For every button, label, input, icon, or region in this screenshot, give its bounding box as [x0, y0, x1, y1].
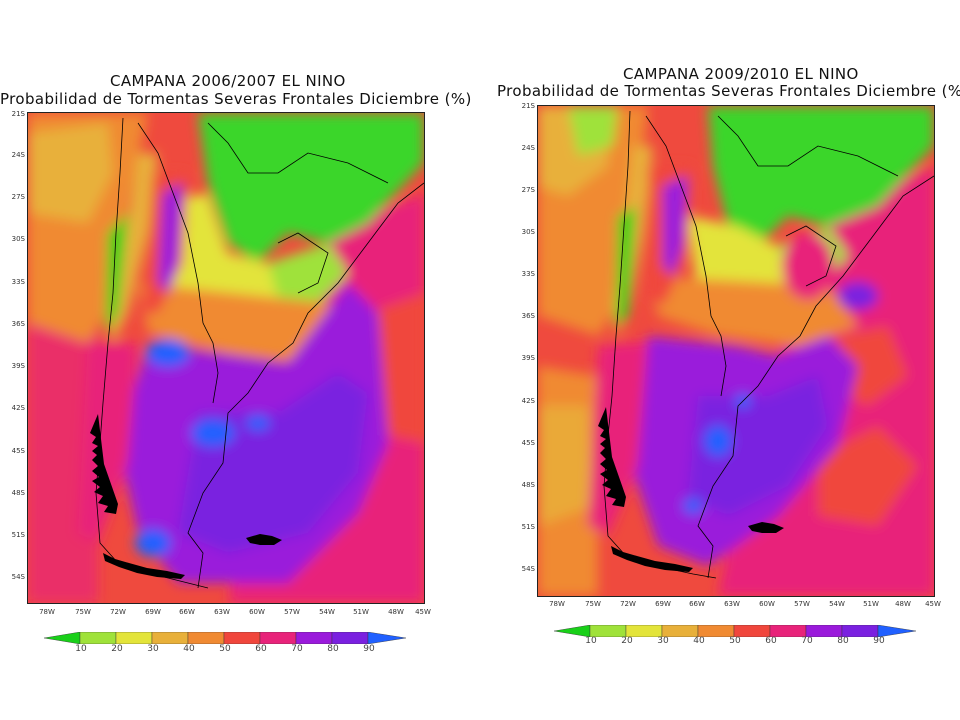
lon-label: 63W — [214, 608, 230, 616]
lon-label: 63W — [724, 600, 740, 608]
lon-label: 45W — [925, 600, 941, 608]
colorbar-label: 70 — [291, 644, 303, 654]
lon-label: 72W — [110, 608, 126, 616]
lat-label: 36S — [521, 312, 535, 320]
lat-label: 21S — [521, 102, 535, 110]
map-panel-left: CAMPANA 2006/2007 EL NINO Probabilidad d… — [0, 72, 472, 654]
colorbar-label: 80 — [327, 644, 339, 654]
lon-label: 75W — [585, 600, 601, 608]
colorbar-label: 10 — [75, 644, 87, 654]
lat-label: 27S — [11, 193, 25, 201]
map-title-line1: CAMPANA 2006/2007 EL NINO — [110, 72, 346, 90]
lon-label: 51W — [353, 608, 369, 616]
lon-label: 57W — [284, 608, 300, 616]
lon-label: 60W — [249, 608, 265, 616]
lat-label: 45S — [521, 439, 535, 447]
colorbar-label: 90 — [363, 644, 375, 654]
colorbar-label: 30 — [147, 644, 159, 654]
lat-label: 48S — [11, 489, 25, 497]
colorbar-label: 40 — [183, 644, 195, 654]
lon-label: 57W — [794, 600, 810, 608]
lon-label: 66W — [179, 608, 195, 616]
colorbar-label: 20 — [111, 644, 123, 654]
lon-label: 75W — [75, 608, 91, 616]
colorbar — [43, 629, 407, 645]
lat-label: 30S — [11, 235, 25, 243]
colorbar-label: 50 — [729, 636, 741, 646]
lat-label: 39S — [521, 354, 535, 362]
lon-label: 60W — [759, 600, 775, 608]
lat-label: 42S — [11, 404, 25, 412]
lat-label: 30S — [521, 228, 535, 236]
lat-label: 24S — [11, 151, 25, 159]
lat-label: 54S — [11, 573, 25, 581]
colorbar-label: 50 — [219, 644, 231, 654]
lat-label: 51S — [521, 523, 535, 531]
lon-label: 78W — [39, 608, 55, 616]
lon-label: 66W — [689, 600, 705, 608]
lat-label: 36S — [11, 320, 25, 328]
lon-label: 69W — [145, 608, 161, 616]
lat-label: 27S — [521, 186, 535, 194]
lon-label: 54W — [829, 600, 845, 608]
probability-map-2009-2010 — [537, 105, 935, 597]
lon-label: 54W — [319, 608, 335, 616]
colorbar-label: 30 — [657, 636, 669, 646]
colorbar-label: 40 — [693, 636, 705, 646]
lon-label: 72W — [620, 600, 636, 608]
lon-label: 48W — [895, 600, 911, 608]
colorbar-label: 20 — [621, 636, 633, 646]
lat-label: 54S — [521, 565, 535, 573]
lat-label: 51S — [11, 531, 25, 539]
map-title-line2: Probabilidad de Tormentas Severas Fronta… — [497, 82, 960, 100]
lon-label: 48W — [388, 608, 404, 616]
lat-label: 21S — [11, 110, 25, 118]
map-title-line1: CAMPANA 2009/2010 EL NINO — [623, 65, 859, 83]
colorbar-label: 70 — [801, 636, 813, 646]
lat-label: 42S — [521, 397, 535, 405]
lat-label: 33S — [521, 270, 535, 278]
lat-label: 45S — [11, 447, 25, 455]
colorbar-label: 80 — [837, 636, 849, 646]
colorbar — [553, 622, 917, 638]
lat-label: 33S — [11, 278, 25, 286]
lat-label: 39S — [11, 362, 25, 370]
lat-label: 48S — [521, 481, 535, 489]
colorbar-label: 90 — [873, 636, 885, 646]
lon-label: 51W — [863, 600, 879, 608]
map-title-line2: Probabilidad de Tormentas Severas Fronta… — [0, 90, 472, 108]
lon-label: 78W — [549, 600, 565, 608]
colorbar-label: 60 — [765, 636, 777, 646]
colorbar-label: 60 — [255, 644, 267, 654]
lon-label: 69W — [655, 600, 671, 608]
lon-label: 45W — [415, 608, 431, 616]
lat-label: 24S — [521, 144, 535, 152]
probability-map-2006-2007 — [27, 112, 425, 604]
colorbar-label: 10 — [585, 636, 597, 646]
map-panel-right: CAMPANA 2009/2010 EL NINO Probabilidad d… — [480, 0, 960, 720]
